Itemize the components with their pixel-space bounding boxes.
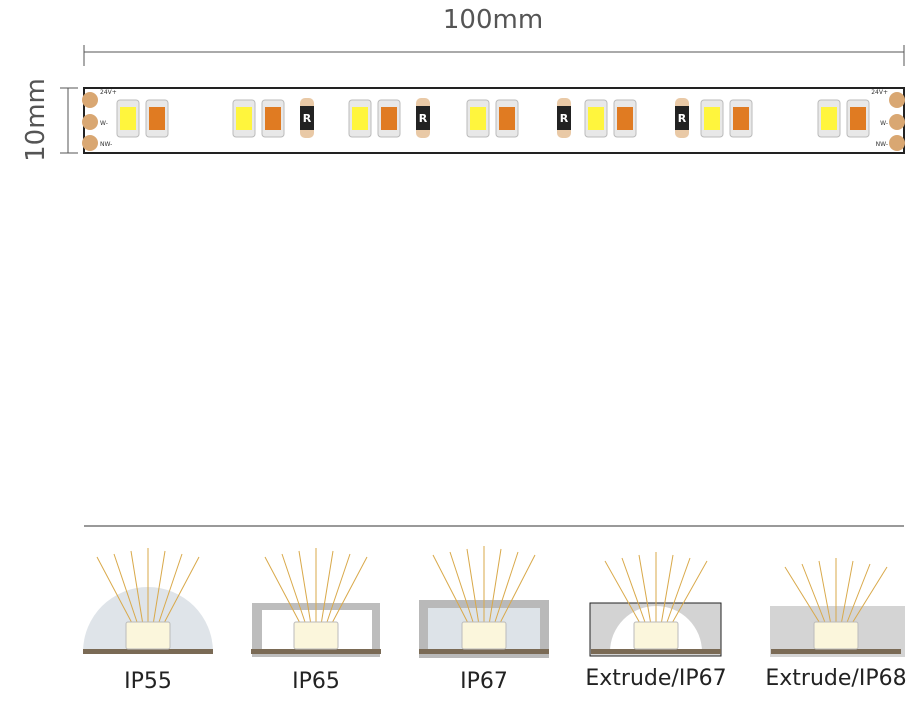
led <box>293 621 339 650</box>
resistor-label: R <box>678 112 687 125</box>
resistor-label: R <box>303 112 312 125</box>
pad-label: W- <box>100 120 108 127</box>
light-ray <box>850 566 888 626</box>
led-emitter <box>120 107 136 130</box>
pcb <box>83 649 213 654</box>
led-emitter <box>704 107 720 130</box>
light-ray <box>784 566 822 626</box>
resistor-label: R <box>560 112 569 125</box>
light-ray <box>670 560 708 626</box>
light-ray <box>498 554 536 626</box>
solder-pad <box>82 135 98 151</box>
light-ray <box>818 560 832 626</box>
light-ray <box>330 556 368 626</box>
light-ray <box>638 554 652 626</box>
light-ray <box>493 551 519 626</box>
led <box>461 621 507 650</box>
light-ray <box>162 556 200 626</box>
light-ray <box>298 550 312 626</box>
length-label: 100mm <box>443 5 543 35</box>
pad-label: 24V+ <box>100 89 117 96</box>
resistor <box>300 106 314 130</box>
light-ray <box>665 557 691 626</box>
led <box>125 621 171 650</box>
led-emitter <box>149 107 165 130</box>
led <box>633 621 679 650</box>
light-ray <box>432 554 470 626</box>
solder-pad <box>889 92 905 108</box>
light-ray <box>488 548 502 626</box>
pcb <box>591 649 721 654</box>
led-emitter <box>499 107 515 130</box>
led-emitter <box>265 107 281 130</box>
solder-pad <box>889 114 905 130</box>
resistor <box>416 106 430 130</box>
light-ray <box>152 550 166 626</box>
pcb <box>419 649 549 654</box>
light-ray <box>801 563 827 626</box>
solder-pad <box>889 135 905 151</box>
pad-label: 24V+ <box>871 89 888 96</box>
led-emitter <box>352 107 368 130</box>
light-ray <box>604 560 642 626</box>
light-ray <box>264 556 302 626</box>
profile-label: Extrude/IP67 <box>585 666 726 691</box>
pcb <box>251 649 381 654</box>
light-ray <box>320 550 334 626</box>
light-ray <box>130 550 144 626</box>
resistor-label: R <box>560 112 569 125</box>
solder-pad <box>82 114 98 130</box>
light-ray <box>840 560 854 626</box>
light-ray <box>449 551 475 626</box>
pad-label: NW- <box>100 141 112 148</box>
profile-label: IP67 <box>460 669 508 694</box>
light-ray <box>325 553 351 626</box>
led-emitter <box>381 107 397 130</box>
led-emitter <box>588 107 604 130</box>
light-ray <box>621 557 647 626</box>
pad-label: W- <box>880 120 888 127</box>
led-emitter <box>821 107 837 130</box>
led-emitter <box>470 107 486 130</box>
resistor <box>675 106 689 130</box>
profile-label: Extrude/IP68 <box>765 666 906 691</box>
light-ray <box>660 554 674 626</box>
width-dimension <box>60 87 78 154</box>
strip <box>83 87 905 154</box>
width-label: 10mm <box>21 78 51 162</box>
light-ray <box>157 553 183 626</box>
led <box>813 621 859 650</box>
resistor-label: R <box>419 112 428 125</box>
pcb <box>771 649 901 654</box>
length-dimension <box>83 45 905 66</box>
profile-label: IP65 <box>292 669 340 694</box>
light-ray <box>281 553 307 626</box>
resistor <box>557 106 571 130</box>
light-ray <box>466 548 480 626</box>
led-emitter <box>236 107 252 130</box>
led-emitter <box>850 107 866 130</box>
pad-label: NW- <box>876 141 888 148</box>
led-emitter <box>733 107 749 130</box>
solder-pad <box>82 92 98 108</box>
light-ray <box>96 556 134 626</box>
led-emitter <box>617 107 633 130</box>
light-ray <box>845 563 871 626</box>
light-ray <box>113 553 139 626</box>
profile-label: IP55 <box>124 669 172 694</box>
